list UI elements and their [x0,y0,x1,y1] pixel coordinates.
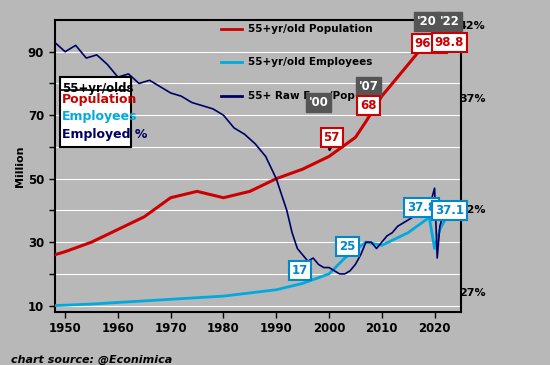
Text: 68: 68 [360,99,377,112]
FancyBboxPatch shape [60,77,131,147]
Text: 98.8: 98.8 [434,36,464,49]
Text: 17: 17 [292,264,308,277]
Text: 32%: 32% [459,205,485,215]
Text: Employed %: Employed % [62,128,147,141]
Text: 57: 57 [323,131,340,144]
Text: 42%: 42% [459,21,486,31]
Text: '22: '22 [439,15,459,28]
Text: 27%: 27% [459,288,486,298]
Text: 37%: 37% [459,94,485,104]
Text: '20: '20 [417,15,437,28]
Text: Population: Population [62,93,138,106]
Text: 55+yr/olds: 55+yr/olds [62,82,134,95]
Text: '07: '07 [359,80,378,93]
Text: chart source: @Econimica: chart source: @Econimica [11,355,172,365]
Y-axis label: Million: Million [15,145,25,187]
Text: 55+yr/old Employees: 55+yr/old Employees [248,57,372,67]
Text: 55+yr/old Population: 55+yr/old Population [248,24,372,34]
Text: 25: 25 [339,241,356,253]
Text: 37.1: 37.1 [435,204,464,217]
Text: 55+ Raw Emp/Pop %: 55+ Raw Emp/Pop % [248,91,368,101]
Text: 37.8: 37.8 [407,201,436,214]
Text: '00: '00 [309,96,328,109]
Text: Employees: Employees [62,111,138,123]
Text: 96.1: 96.1 [415,37,444,50]
